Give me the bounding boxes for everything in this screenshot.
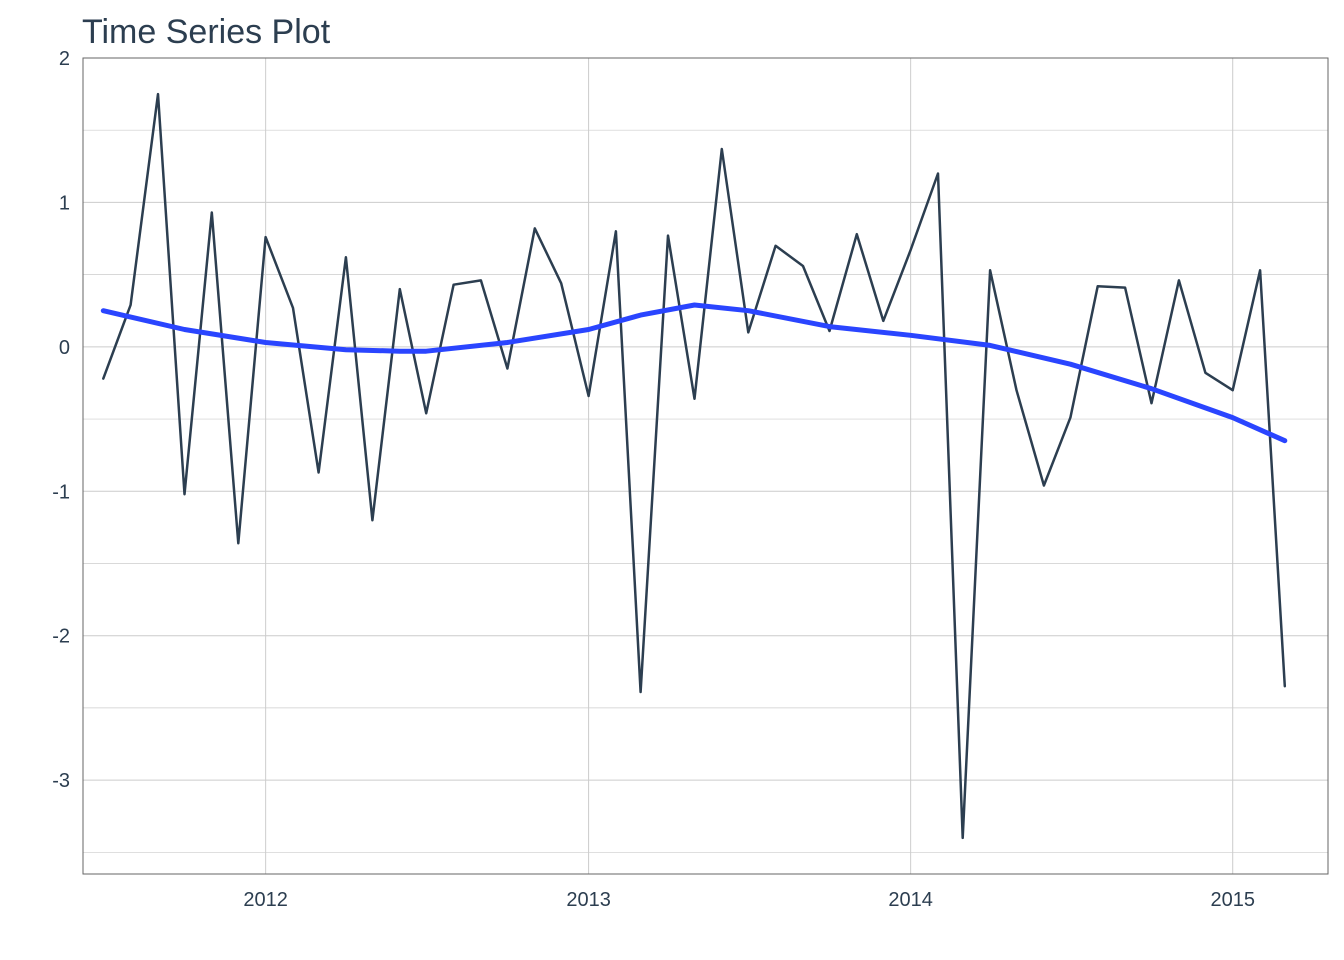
y-tick-label: -2 <box>52 626 70 648</box>
y-tick-label: 2 <box>59 48 70 70</box>
panel-border <box>82 57 1329 875</box>
y-tick-label: 1 <box>59 192 70 214</box>
series-line <box>102 92 1287 840</box>
x-tick-label: 2015 <box>1210 889 1255 911</box>
x-tick-label: 2012 <box>243 889 288 911</box>
panel-background <box>83 58 1328 874</box>
x-tick-label: 2013 <box>566 889 611 911</box>
y-tick-label: 0 <box>59 337 70 359</box>
smooth-trend-line <box>100 302 1288 444</box>
x-tick-label: 2014 <box>888 889 933 911</box>
chart-marks <box>100 92 1288 840</box>
chart-title: Time Series Plot <box>82 13 331 51</box>
y-tick-label: -3 <box>52 770 70 792</box>
y-tick-label: -1 <box>52 481 70 503</box>
axis-labels: 2 1 0 -1 -2 -3 2012 2013 2014 2015 <box>52 48 1255 911</box>
grid-minor <box>83 58 1328 874</box>
